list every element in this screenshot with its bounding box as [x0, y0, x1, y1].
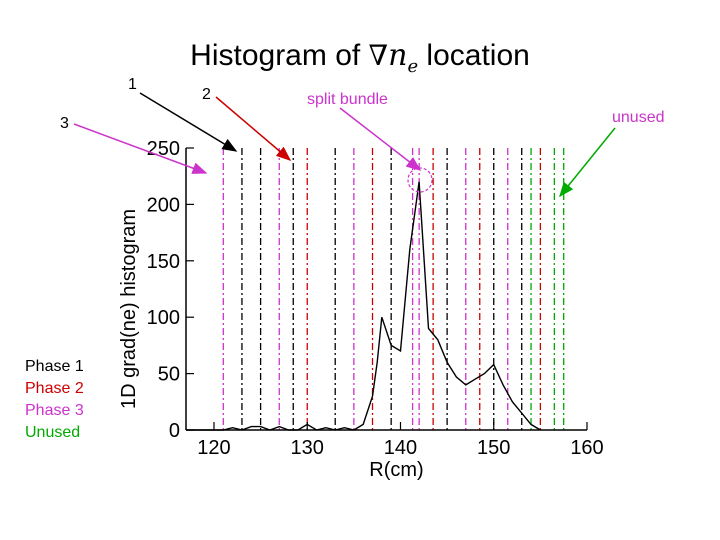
- x-tick-label: 130: [291, 437, 324, 459]
- nabla-symbol: ∇: [368, 39, 389, 72]
- legend-phase-3: Phase 3: [25, 402, 84, 419]
- y-tick-label: 100: [147, 307, 180, 329]
- title-prefix: Histogram of: [190, 39, 369, 72]
- histogram-line: [186, 181, 541, 431]
- split-bundle-circle: [407, 167, 433, 193]
- x-tick-label: 160: [570, 437, 603, 459]
- arrow-3: [73, 123, 208, 174]
- y-tick-label: 150: [147, 251, 180, 273]
- legend-phase-2: Phase 2: [25, 380, 84, 397]
- annotation-unused: unused: [612, 109, 665, 126]
- annotation-1: 1: [128, 76, 137, 93]
- y-axis-label: 1D grad(ne) histogram: [118, 209, 140, 409]
- phase-legend: Phase 1 Phase 2 Phase 3 Unused: [25, 356, 84, 444]
- legend-unused: Unused: [25, 424, 81, 441]
- annotation-split-bundle: split bundle: [307, 91, 388, 108]
- arrow-unused: [559, 127, 616, 198]
- arrow-split-bundle: [339, 107, 422, 171]
- x-axis-label: R(cm): [369, 459, 423, 481]
- x-tick-label: 150: [477, 437, 510, 459]
- arrow-1: [139, 92, 238, 152]
- title-variable: n: [388, 38, 408, 73]
- chart-title: Histogram of ∇ne location: [0, 38, 720, 77]
- arrow-2: [215, 96, 292, 161]
- y-tick-label: 50: [158, 364, 180, 386]
- x-tick-label: 140: [384, 437, 417, 459]
- legend-phase-1: Phase 1: [25, 358, 84, 375]
- annotation-2: 2: [202, 86, 211, 103]
- y-tick-label: 0: [169, 420, 180, 442]
- annotation-3: 3: [60, 115, 69, 132]
- title-subscript: e: [407, 56, 419, 77]
- y-tick-label: 200: [147, 194, 180, 216]
- x-tick-label: 120: [197, 437, 230, 459]
- title-suffix: location: [418, 39, 530, 72]
